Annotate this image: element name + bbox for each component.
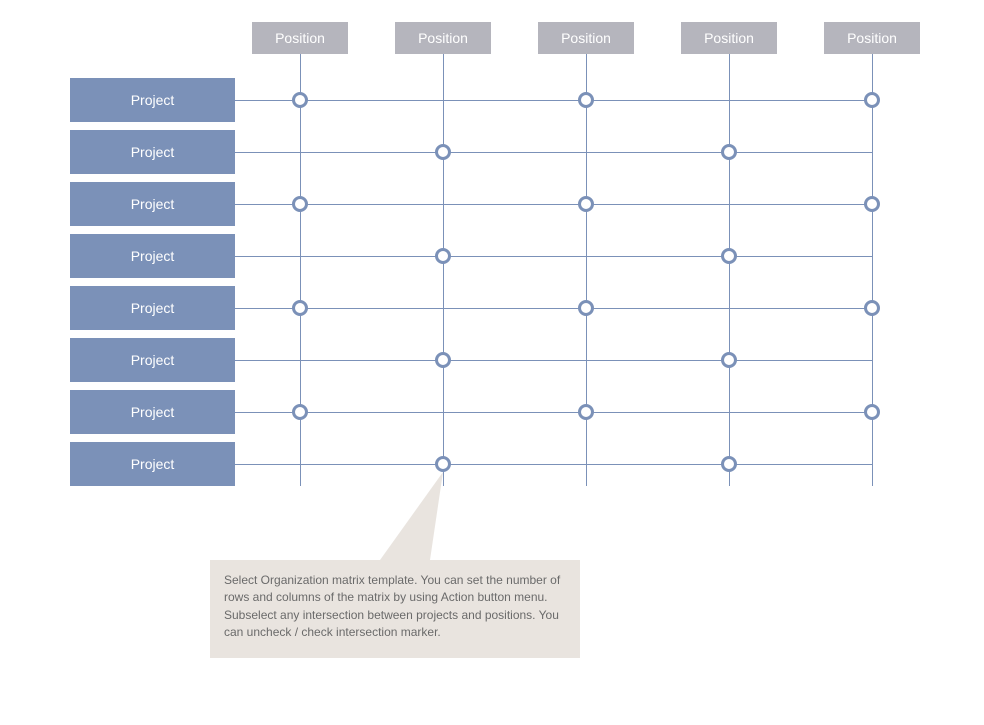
grid-hline-6	[235, 412, 872, 413]
intersection-marker-r7-c1[interactable]	[435, 456, 451, 472]
row-header-1[interactable]: Project	[70, 130, 235, 174]
intersection-marker-r0-c2[interactable]	[578, 92, 594, 108]
intersection-marker-r6-c2[interactable]	[578, 404, 594, 420]
intersection-marker-r2-c4[interactable]	[864, 196, 880, 212]
row-header-label: Project	[131, 144, 175, 160]
intersection-marker-r5-c3[interactable]	[721, 352, 737, 368]
grid-hline-1	[235, 152, 872, 153]
grid-hline-7	[235, 464, 872, 465]
row-header-2[interactable]: Project	[70, 182, 235, 226]
column-header-label: Position	[847, 30, 897, 46]
intersection-marker-r0-c0[interactable]	[292, 92, 308, 108]
intersection-marker-r3-c1[interactable]	[435, 248, 451, 264]
row-header-label: Project	[131, 92, 175, 108]
intersection-marker-r3-c3[interactable]	[721, 248, 737, 264]
intersection-marker-r4-c4[interactable]	[864, 300, 880, 316]
column-header-1[interactable]: Position	[395, 22, 491, 54]
grid-vline-4	[872, 54, 873, 486]
row-header-0[interactable]: Project	[70, 78, 235, 122]
row-header-label: Project	[131, 196, 175, 212]
column-header-2[interactable]: Position	[538, 22, 634, 54]
row-header-label: Project	[131, 352, 175, 368]
intersection-marker-r4-c0[interactable]	[292, 300, 308, 316]
column-header-3[interactable]: Position	[681, 22, 777, 54]
intersection-marker-r6-c0[interactable]	[292, 404, 308, 420]
row-header-3[interactable]: Project	[70, 234, 235, 278]
intersection-marker-r2-c0[interactable]	[292, 196, 308, 212]
row-header-5[interactable]: Project	[70, 338, 235, 382]
intersection-marker-r1-c1[interactable]	[435, 144, 451, 160]
row-header-label: Project	[131, 300, 175, 316]
grid-hline-2	[235, 204, 872, 205]
column-header-label: Position	[561, 30, 611, 46]
callout-text-2: Subselect any intersection between proje…	[224, 607, 566, 642]
matrix-diagram-root: Position Position Position Position Position…	[0, 0, 984, 725]
row-header-label: Project	[131, 248, 175, 264]
intersection-marker-r2-c2[interactable]	[578, 196, 594, 212]
intersection-marker-r1-c3[interactable]	[721, 144, 737, 160]
grid-hline-5	[235, 360, 872, 361]
grid-hline-3	[235, 256, 872, 257]
column-header-label: Position	[418, 30, 468, 46]
grid-hline-0	[235, 100, 872, 101]
row-header-6[interactable]: Project	[70, 390, 235, 434]
intersection-marker-r7-c3[interactable]	[721, 456, 737, 472]
callout-box: Select Organization matrix template. You…	[210, 560, 580, 658]
intersection-marker-r4-c2[interactable]	[578, 300, 594, 316]
intersection-marker-r0-c4[interactable]	[864, 92, 880, 108]
row-header-7[interactable]: Project	[70, 442, 235, 486]
row-header-4[interactable]: Project	[70, 286, 235, 330]
grid-vline-3	[729, 54, 730, 486]
row-header-label: Project	[131, 456, 175, 472]
column-header-label: Position	[275, 30, 325, 46]
grid-vline-0	[300, 54, 301, 486]
column-header-0[interactable]: Position	[252, 22, 348, 54]
grid-vline-2	[586, 54, 587, 486]
row-header-label: Project	[131, 404, 175, 420]
grid-hline-4	[235, 308, 872, 309]
column-header-4[interactable]: Position	[824, 22, 920, 54]
column-header-label: Position	[704, 30, 754, 46]
callout-text-1: Select Organization matrix template. You…	[224, 572, 566, 607]
grid-vline-1	[443, 54, 444, 486]
intersection-marker-r6-c4[interactable]	[864, 404, 880, 420]
intersection-marker-r5-c1[interactable]	[435, 352, 451, 368]
